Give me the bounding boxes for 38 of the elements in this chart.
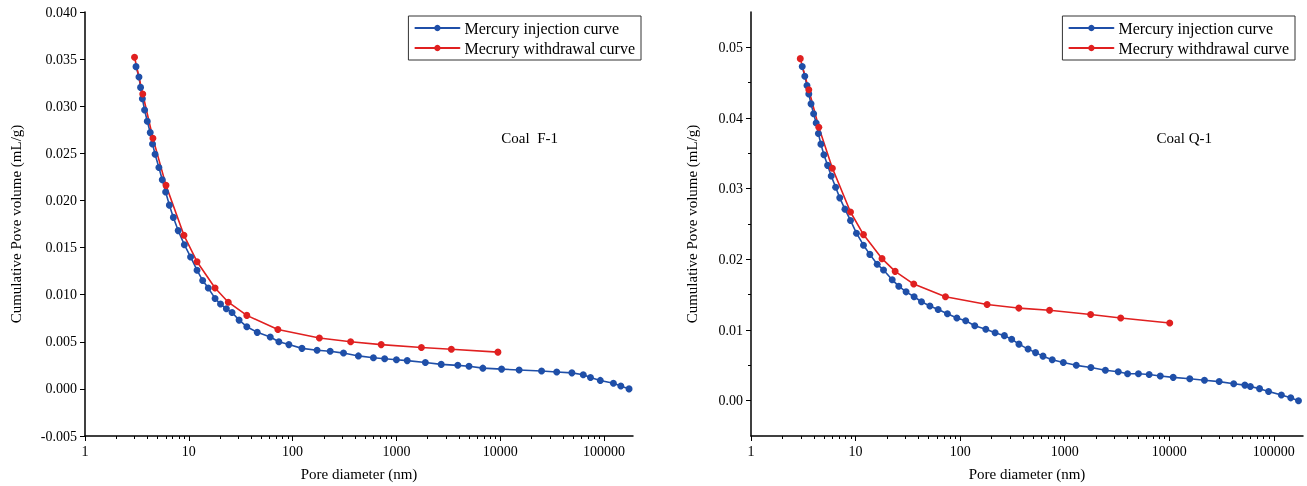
legend-label: Mercury injection curve [1118,19,1274,38]
y-axis-title: Cumulative Pove volume (mL/g) [7,124,25,324]
y-tick-label: 0.04 [718,110,743,126]
y-tick-label: 0.035 [45,51,77,67]
x-tick-label: 100 [949,443,971,459]
y-tick-label: 0.030 [45,98,77,114]
x-tick-label: 10 [181,443,196,459]
y-tick-label: 0.020 [45,192,77,208]
y-tick-label: 0.040 [45,4,77,20]
y-tick-label: 0.015 [45,240,77,256]
x-tick-label: 10 [848,443,863,459]
y-tick-label: 0.010 [45,287,77,303]
x-tick-label: 10000 [482,443,518,459]
y-tick-label: 0.02 [718,251,743,267]
y-tick-label: 0.025 [45,145,77,161]
y-tick-label: 0.000 [45,381,77,397]
x-tick-label: 1 [81,443,89,459]
annotation: Coal Q-1 [1156,129,1213,146]
y-tick-label: 0.03 [718,181,743,197]
x-tick-label: 100 [282,443,304,459]
x-axis-title: Pore diameter (nm) [968,465,1086,483]
x-tick-label: 1000 [1050,443,1079,459]
legend-label: Mecrury withdrawal curve [1118,39,1289,58]
y-tick-label: 0.005 [45,334,77,350]
annotation: Coal F-1 [501,129,558,146]
legend-label: Mercury injection curve [464,19,620,38]
y-tick-label: 0.00 [718,393,743,409]
x-tick-label: 1 [747,443,755,459]
x-tick-label: 100000 [1252,443,1295,459]
x-tick-label: 10000 [1151,443,1187,459]
x-axis-title: Pore diameter (nm) [300,465,418,483]
legend-label: Mecrury withdrawal curve [464,39,635,58]
y-tick-label: 0.05 [718,39,743,55]
y-tick-label: -0.005 [40,428,77,444]
x-tick-label: 1000 [382,443,411,459]
y-axis-title: Cumulative Pove volume (mL/g) [683,124,701,324]
y-tick-label: 0.01 [718,322,743,338]
x-tick-label: 100000 [583,443,626,459]
